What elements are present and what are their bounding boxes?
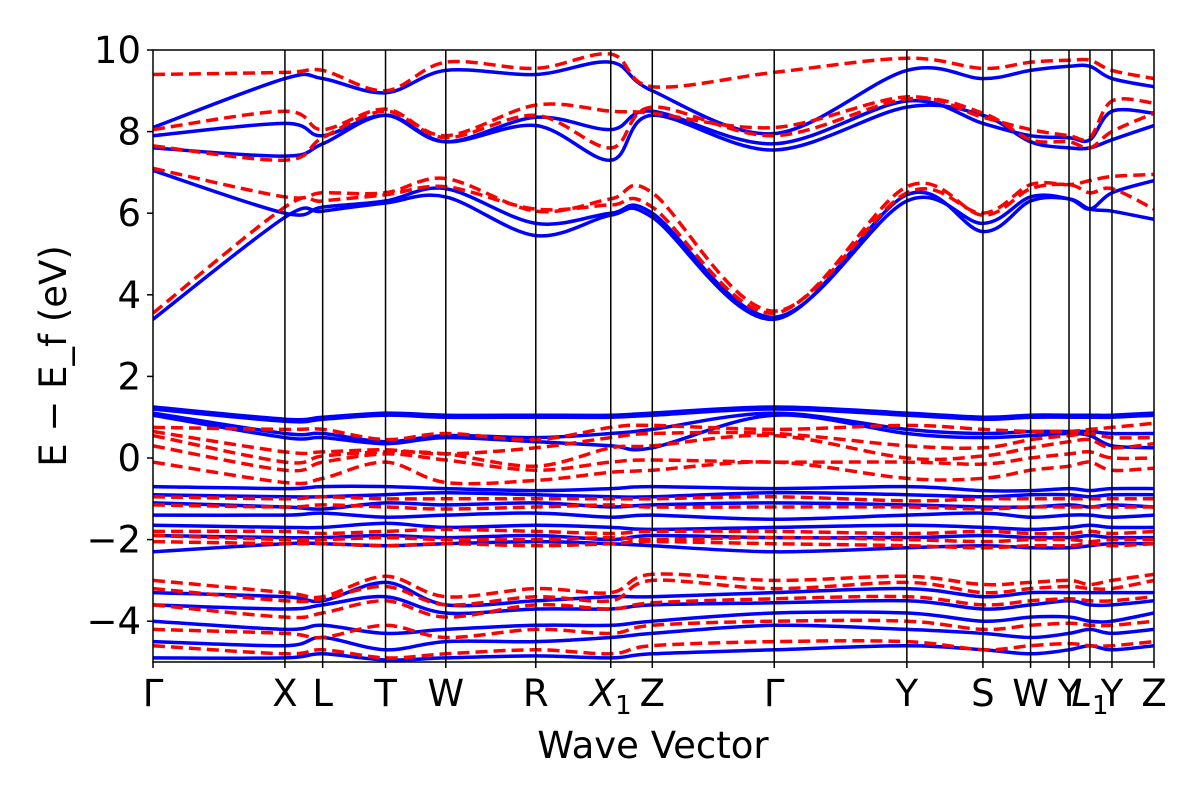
x-tick-label-8: Γ [764, 672, 785, 715]
y-tick-label-3: 2 [117, 355, 141, 398]
y-axis-ticks: −4 −2 0 2 4 6 8 10 [86, 29, 153, 643]
band-solid-17 [153, 594, 1154, 616]
band-dashed-29 [153, 444, 1154, 473]
band-solid-2 [153, 103, 1154, 162]
plot-frame [152, 49, 1155, 663]
band-dashed-27 [153, 429, 1154, 456]
x-tick-label-5: R [523, 672, 549, 715]
band-solid-13 [153, 521, 1154, 532]
band-dashed-25 [153, 51, 1154, 93]
x-tick-label-0: Γ [143, 672, 164, 715]
x-axis-label: Wave Vector [537, 724, 769, 767]
band-solid-5 [153, 405, 1154, 422]
band-solid-19 [153, 623, 1154, 652]
x-tick-label-15: Z [1141, 672, 1166, 715]
band-dashed-28 [153, 433, 1154, 468]
y-tick-label-6: 8 [117, 111, 141, 154]
band-solid-4 [153, 60, 1154, 136]
y-tick-label-2: 0 [117, 437, 141, 480]
x-tick-label-2: L [312, 672, 333, 715]
band-dashed-32 [153, 503, 1154, 511]
y-tick-label-5: 6 [117, 192, 141, 235]
band-dashed-36 [153, 572, 1154, 600]
x-tick-label-4: W [427, 672, 464, 715]
band-dashed-38 [153, 594, 1154, 620]
bands-layer [153, 51, 1154, 662]
x-tick-label-13: L1 [1071, 672, 1108, 721]
band-dashed-35 [153, 539, 1154, 550]
band-solid-6 [153, 407, 1154, 424]
y-axis-label: E − E_f (eV) [32, 245, 75, 467]
x-tick-label-3: T [373, 672, 397, 715]
x-tick-label-12: Y [1057, 672, 1081, 715]
band-dashed-24 [153, 95, 1154, 142]
y-tick-label-0: −4 [86, 600, 141, 643]
x-tick-label-6: X1 [588, 672, 632, 721]
x-tick-label-1: X [272, 672, 297, 715]
x-tick-label-9: Y [895, 672, 919, 715]
band-dashed-26 [153, 421, 1154, 442]
band-dashed-30 [153, 460, 1154, 486]
band-solid-12 [153, 511, 1154, 521]
x-tick-label-7: Z [640, 672, 665, 715]
band-dashed-40 [153, 639, 1154, 660]
band-dashed-37 [153, 578, 1154, 607]
high-symmetry-lines [284, 50, 1113, 662]
band-dashed-21 [153, 181, 1154, 315]
band-solid-11 [153, 501, 1154, 511]
band-dashed-23 [153, 96, 1154, 162]
band-solid-20 [153, 643, 1154, 662]
band-dashed-31 [153, 494, 1154, 503]
band-dashed-33 [153, 527, 1154, 536]
x-tick-label-14: Y [1100, 672, 1124, 715]
band-dashed-39 [153, 618, 1154, 640]
y-tick-label-1: −2 [86, 519, 141, 562]
y-tick-label-7: 10 [94, 29, 141, 72]
band-dashed-34 [153, 533, 1154, 544]
band-solid-14 [153, 533, 1154, 542]
x-tick-label-11: W [1012, 672, 1049, 715]
band-solid-9 [153, 484, 1154, 493]
y-tick-label-4: 4 [117, 274, 141, 317]
band-solid-18 [153, 610, 1154, 636]
x-tick-label-10: S [971, 672, 995, 715]
band-solid-3 [153, 98, 1154, 146]
